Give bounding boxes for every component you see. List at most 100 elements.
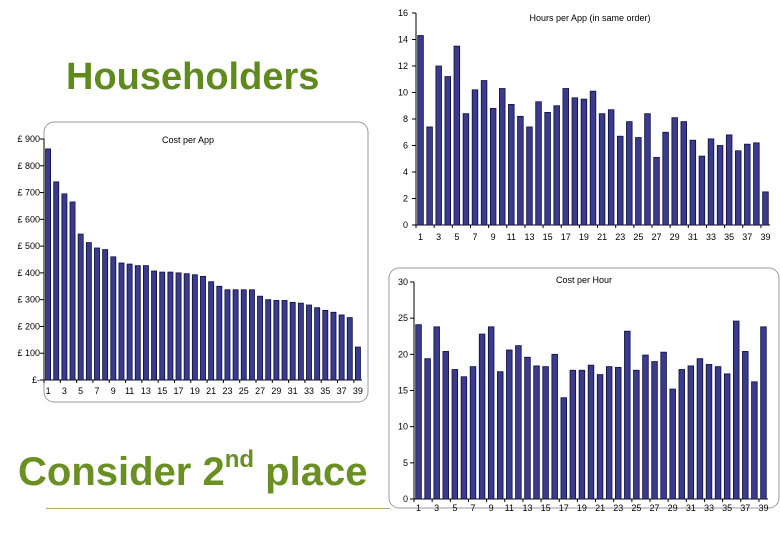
cost_hour-bar	[596, 374, 604, 500]
hours-bar	[598, 113, 606, 226]
hours-bar	[526, 126, 533, 226]
cost_app-y-tick-label: £ 800	[17, 161, 40, 171]
cost_hour-x-tick-label: 13	[522, 503, 532, 513]
cost_hour-bar	[751, 381, 758, 500]
hours-x-tick-label: 5	[454, 232, 459, 242]
cost_app-bar	[94, 247, 100, 381]
hours-bar	[462, 113, 470, 226]
cost_hour-bar	[624, 330, 631, 500]
cost_hour-x-tick-label: 31	[686, 503, 696, 513]
hours-title: Hours per App (in same order)	[529, 13, 650, 23]
hours-y-tick-label: 6	[403, 141, 408, 151]
hours-bar	[508, 104, 515, 226]
hours-x-tick-label: 25	[633, 232, 643, 242]
cost_hour-y-tick-label: 0	[403, 494, 408, 504]
cost_hour-bar	[424, 358, 431, 500]
hours-bar	[571, 97, 579, 226]
cost_app-x-tick-label: 35	[320, 386, 330, 396]
hours-bar	[671, 117, 678, 226]
hours-x-tick-label: 35	[724, 232, 734, 242]
cost_app-bar	[167, 271, 174, 381]
cost_app-bar	[216, 285, 223, 381]
hours-bar	[680, 121, 687, 226]
cost_app-y-tick-label: £ 100	[17, 348, 40, 358]
hours-x-tick-label: 1	[418, 232, 423, 242]
cost_app-x-tick-label: 25	[239, 386, 249, 396]
cost_app-bar	[69, 201, 76, 381]
title-bottom-tail: place	[254, 450, 368, 494]
cost_app-bar	[126, 263, 133, 381]
hours-bar	[499, 88, 506, 226]
cost_hour-bar	[560, 397, 567, 500]
hours-bar	[480, 80, 488, 226]
cost_hour-x-tick-label: 19	[577, 503, 587, 513]
hours-y-tick-label: 4	[403, 167, 408, 177]
cost_app-bar	[330, 311, 337, 381]
cost_hour-bar	[478, 333, 486, 500]
cost_hour-x-tick-label: 9	[489, 503, 494, 513]
cost_app-bar	[110, 256, 117, 381]
cost_hour-y-tick-label: 5	[403, 458, 408, 468]
hours-bar	[444, 76, 451, 226]
cost_app-bar	[151, 270, 158, 381]
cost_app-bar	[191, 274, 198, 381]
cost_app-y-tick-label: £-	[32, 375, 40, 385]
cost_app-bar	[208, 281, 215, 381]
cost_app-x-tick-label: 15	[157, 386, 167, 396]
hours-x-tick-label: 29	[670, 232, 680, 242]
hours-bar	[698, 155, 706, 226]
hours-x-tick-label: 37	[742, 232, 752, 242]
hours-bar	[735, 150, 742, 226]
hours-bar	[753, 142, 760, 226]
cost_app-y-tick-label: £ 700	[17, 188, 40, 198]
cost_hour-bar	[714, 366, 722, 500]
cost_app-bar	[354, 346, 361, 381]
hours-x-tick-label: 27	[652, 232, 662, 242]
cost_hour-bar	[678, 369, 685, 500]
cost_hour-bar	[587, 364, 595, 500]
hours-y-tick-label: 16	[398, 8, 408, 18]
cost_hour-bar	[705, 364, 713, 500]
cost_app-y-tick-label: £ 200	[17, 321, 40, 331]
hours-x-tick-label: 39	[760, 232, 770, 242]
cost_hour-x-tick-label: 11	[505, 503, 514, 513]
cost_app-x-tick-label: 27	[255, 386, 265, 396]
cost_hour-x-tick-label: 21	[595, 503, 605, 513]
hours-bar	[607, 109, 615, 226]
consider-second-place-title: Consider 2nd place	[18, 446, 368, 495]
cost_hour-x-tick-label: 5	[452, 503, 457, 513]
cost_app-bar	[159, 271, 166, 381]
cost_app-bar	[61, 193, 68, 381]
cost_hour-bar	[551, 353, 558, 500]
cost_app-bar	[273, 300, 280, 381]
cost_app-x-tick-label: 19	[190, 386, 200, 396]
cost_hour-bar	[506, 349, 513, 500]
hours-bar	[635, 137, 642, 226]
cost_app-bar	[281, 300, 288, 381]
hours-bar	[489, 108, 497, 226]
hours-bar	[517, 115, 524, 226]
cost_hour-bar	[415, 324, 422, 500]
cost_hour-bar	[578, 369, 586, 500]
hours-per-app-chart: 0 2 4 6 8 10 12 14 16 Hours per App (in same orde…	[398, 8, 770, 242]
cost_hour-x-tick-label: 23	[613, 503, 623, 513]
hours-bar	[589, 90, 597, 226]
householders-title: Householders	[66, 56, 320, 98]
hours-bar	[471, 89, 479, 226]
cost-per-app-chart: £- £ 100 £ 200 £ 300 £ 400 £ 500 £ 600 £ 700 £ 8…	[17, 121, 369, 403]
cost_hour-bar	[569, 369, 577, 500]
hours-bar	[744, 143, 751, 226]
cost_app-bar	[142, 265, 149, 381]
hours-bar	[662, 131, 669, 226]
hours-bar	[544, 111, 551, 226]
cost_hour-bar	[460, 376, 468, 500]
cost_app-x-tick-label: 11	[125, 386, 134, 396]
cost_hour-x-tick-label: 37	[740, 503, 750, 513]
cost_hour-bar	[633, 369, 640, 500]
hours-bar	[707, 138, 715, 226]
cost_hour-bar	[542, 366, 549, 500]
cost_app-bar	[45, 148, 52, 381]
cost_hour-x-tick-label: 17	[559, 503, 569, 513]
cost_app-y-tick-label: £ 600	[17, 214, 40, 224]
